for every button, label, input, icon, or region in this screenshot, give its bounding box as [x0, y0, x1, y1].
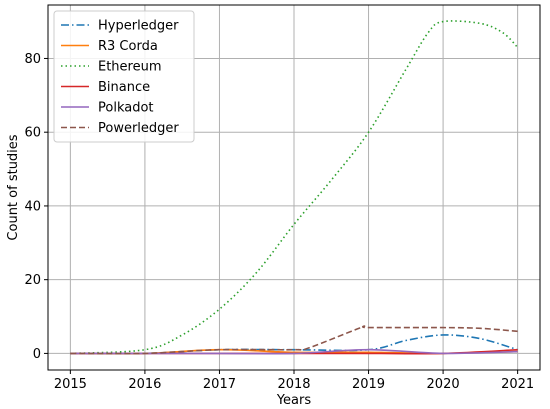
- y-tick-label: 0: [33, 347, 41, 362]
- legend: Hyperledger R3 Corda Ethereum Binance Polka…: [53, 10, 195, 143]
- x-tick-label: 2018: [277, 377, 310, 392]
- series-line-ethereum: [70, 20, 519, 355]
- y-axis-label: Count of studies: [6, 134, 21, 240]
- legend-label: R3 Corda: [98, 39, 158, 54]
- series-lines: [70, 20, 519, 355]
- x-tick-label: 2016: [128, 377, 161, 392]
- legend-box: [53, 10, 195, 143]
- x-tick-label: 2017: [203, 377, 236, 392]
- x-tick-label: 2015: [54, 377, 87, 392]
- x-tick-label: 2021: [501, 377, 534, 392]
- y-tick-label: 40: [24, 199, 41, 214]
- legend-label: Hyperledger: [98, 19, 179, 34]
- x-tick-label: 2020: [427, 377, 460, 392]
- legend-label: Powerledger: [98, 121, 179, 136]
- x-tick-label: 2019: [352, 377, 385, 392]
- y-tick-label: 60: [24, 126, 41, 141]
- series-line-powerledger: [70, 325, 518, 355]
- x-axis-label: Years: [276, 393, 312, 408]
- y-tick-label: 20: [24, 273, 41, 288]
- axis-ticks: 2015 2016 2017 2018 2019 2020 2021 0 20 40 60 80: [24, 52, 534, 392]
- legend-label: Binance: [98, 80, 150, 95]
- y-tick-label: 80: [24, 52, 41, 67]
- legend-label: Polkadot: [98, 101, 154, 116]
- legend-label: Ethereum: [98, 60, 162, 75]
